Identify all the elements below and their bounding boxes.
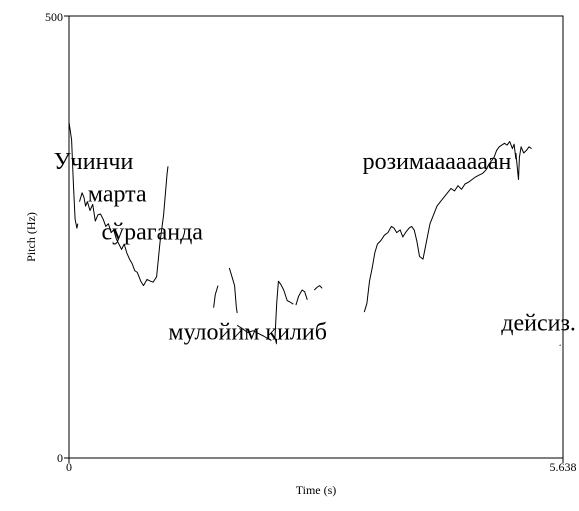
word-label-6: дейсиз. (501, 311, 576, 337)
x-tick-label-start: 0 (66, 460, 72, 474)
pitch-contour-segment-9 (363, 141, 517, 313)
word-label-2: марта (88, 182, 147, 208)
x-tick-label-end: 5.638 (550, 460, 577, 474)
pitch-contour-segment-11 (559, 344, 561, 347)
pitch-contour-segment-5 (236, 324, 272, 341)
pitch-contour-segment-10 (515, 146, 532, 180)
pitch-contour-segment-7 (295, 289, 308, 306)
pitch-contour-segment-1 (68, 122, 79, 229)
word-label-5: розимааааааан (363, 149, 512, 175)
plot-border (68, 15, 564, 459)
pitch-contour-segment-3 (213, 285, 219, 308)
pitch-contour-segment-4 (228, 267, 238, 314)
annotation-layer: Учинчи марта сўраганда мулойим қилиб розимаа… (54, 149, 576, 346)
plot-frame (64, 15, 564, 463)
word-label-3: сўраганда (101, 220, 203, 246)
y-tick-label-min: 0 (57, 451, 63, 465)
pitch-contour-segment-6 (274, 280, 294, 339)
x-axis-label: Time (s) (296, 483, 337, 497)
word-label-4: мулойим қилиб (168, 320, 327, 346)
pitch-contour-segment-8 (313, 285, 323, 291)
pitch-contour-segment-2 (79, 166, 169, 287)
word-label-1: Учинчи (54, 149, 134, 175)
y-axis-label: Pitch (Hz) (24, 212, 38, 262)
y-tick-label-max: 500 (45, 10, 63, 24)
series-layer (68, 122, 561, 347)
